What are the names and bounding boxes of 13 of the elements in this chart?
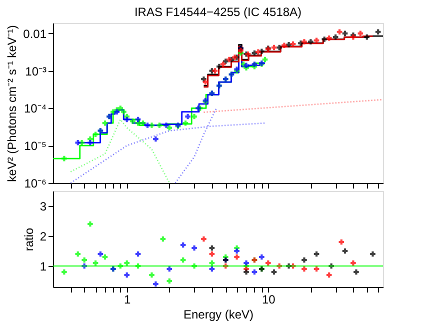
y-tick-label: 2 — [40, 230, 47, 244]
y-tick-label: 10⁻³ — [25, 64, 47, 78]
x-tick-label: 10 — [262, 292, 276, 306]
y-tick-label: 3 — [40, 200, 47, 214]
y-tick-label: 0.01 — [23, 26, 47, 41]
y-tick-label: 1 — [40, 260, 47, 274]
x-axis-title: Energy (keV) — [183, 308, 254, 322]
chart-title: IRAS F14544−4255 (IC 4518A) — [134, 5, 302, 19]
y-axis-title: ratio — [22, 228, 36, 252]
y-tick-label: 10⁻⁵ — [24, 139, 47, 154]
y-tick-label: 10⁻⁴ — [24, 102, 46, 116]
y-tick-label: 10⁻⁶ — [24, 176, 47, 190]
y-axis-title: keV² (Photons cm⁻² s⁻¹ keV⁻¹) — [5, 25, 20, 182]
